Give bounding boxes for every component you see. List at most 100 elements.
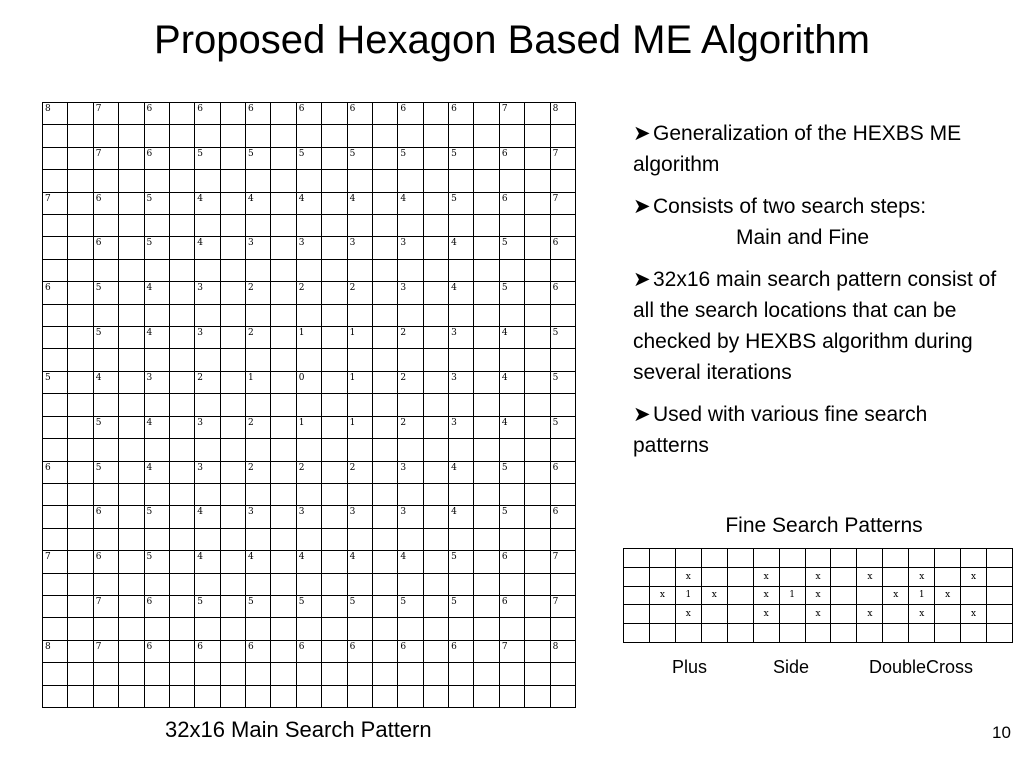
fine-grid-cell: x <box>701 586 728 606</box>
grid-cell <box>449 125 475 148</box>
grid-cell <box>372 349 399 372</box>
grid-cell <box>550 170 576 193</box>
grid-cell <box>474 461 500 484</box>
fine-grid-cell <box>961 586 988 606</box>
grid-cell <box>372 439 399 462</box>
grid-cell <box>119 327 145 350</box>
fine-grid-cell <box>753 624 780 643</box>
grid-cell: 1 <box>347 416 373 440</box>
grid-cell: 4 <box>144 282 170 305</box>
grid-cell: 3 <box>195 461 221 484</box>
fine-grid-cell: x <box>935 586 962 606</box>
grid-cell <box>119 282 145 305</box>
grid-cell <box>195 349 221 372</box>
grid-cell <box>144 349 170 372</box>
grid-cell <box>372 685 399 708</box>
grid-cell <box>372 573 399 596</box>
grid-cell <box>220 640 247 664</box>
grid-cell <box>499 439 526 462</box>
bullet-text: Consists of two search steps: <box>653 195 927 218</box>
grid-cell: 6 <box>296 103 323 126</box>
fine-grid-cell: x <box>649 586 676 606</box>
grid-cell <box>93 215 120 238</box>
grid-cell <box>474 528 500 552</box>
grid-cell <box>119 170 145 193</box>
grid-cell <box>93 349 120 372</box>
grid-cell <box>423 327 450 350</box>
fine-grid-cell <box>961 624 988 643</box>
grid-cell <box>372 595 399 619</box>
grid-cell <box>43 147 69 171</box>
grid-cell <box>423 237 450 260</box>
grid-cell <box>68 573 94 596</box>
grid-cell <box>119 663 145 686</box>
grid-cell: 3 <box>296 237 323 260</box>
grid-cell <box>68 595 94 619</box>
grid-cell: 5 <box>93 327 120 350</box>
grid-cell <box>474 595 500 619</box>
grid-cell: 5 <box>144 192 170 216</box>
fine-grid-cell <box>961 549 988 568</box>
grid-cell <box>220 125 247 148</box>
grid-cell <box>271 506 297 529</box>
grid-cell: 6 <box>43 282 69 305</box>
grid-cell: 2 <box>347 461 373 484</box>
grid-cell <box>322 685 348 708</box>
fine-grid-cell <box>624 567 650 587</box>
grid-cell <box>68 327 94 350</box>
grid-cell <box>372 394 399 417</box>
grid-cell <box>474 170 500 193</box>
grid-cell <box>398 439 424 462</box>
grid-cell: 1 <box>296 416 323 440</box>
grid-cell: 4 <box>195 237 221 260</box>
grid-cell: 2 <box>195 371 221 395</box>
grid-cell <box>220 663 247 686</box>
grid-cell: 6 <box>449 103 475 126</box>
grid-cell <box>474 573 500 596</box>
fine-grid-cell <box>675 624 702 643</box>
grid-cell <box>119 506 145 529</box>
grid-cell <box>525 282 551 305</box>
grid-cell <box>550 394 576 417</box>
fine-grid-cell <box>883 567 910 587</box>
grid-cell <box>322 640 348 664</box>
grid-cell <box>372 237 399 260</box>
fine-grid-cell <box>909 549 936 568</box>
grid-cell <box>322 439 348 462</box>
grid-cell: 6 <box>43 461 69 484</box>
grid-cell <box>525 573 551 596</box>
grid-cell <box>347 125 373 148</box>
grid-cell <box>195 528 221 552</box>
grid-cell <box>119 349 145 372</box>
grid-cell <box>220 147 247 171</box>
fine-grid-cell <box>701 605 728 625</box>
grid-cell <box>195 439 221 462</box>
grid-cell <box>474 551 500 574</box>
grid-cell <box>525 528 551 552</box>
grid-cell <box>144 439 170 462</box>
grid-cell <box>347 573 373 596</box>
grid-cell <box>169 461 196 484</box>
grid-cell <box>372 371 399 395</box>
grid-cell <box>322 506 348 529</box>
grid-cell <box>169 551 196 574</box>
grid-cell: 7 <box>93 147 120 171</box>
grid-cell <box>550 125 576 148</box>
grid-cell <box>322 394 348 417</box>
fine-grid-cell <box>624 549 650 568</box>
fine-grid-cell: x <box>805 605 832 625</box>
grid-cell: 2 <box>296 282 323 305</box>
grid-cell: 5 <box>296 595 323 619</box>
grid-cell <box>423 304 450 328</box>
fine-grid-cell <box>727 586 754 606</box>
grid-cell <box>68 259 94 283</box>
grid-cell <box>347 259 373 283</box>
grid-cell <box>449 685 475 708</box>
grid-cell <box>68 170 94 193</box>
grid-cell <box>169 327 196 350</box>
grid-cell <box>43 573 69 596</box>
grid-cell: 5 <box>347 147 373 171</box>
grid-cell <box>525 595 551 619</box>
grid-cell <box>423 483 450 507</box>
